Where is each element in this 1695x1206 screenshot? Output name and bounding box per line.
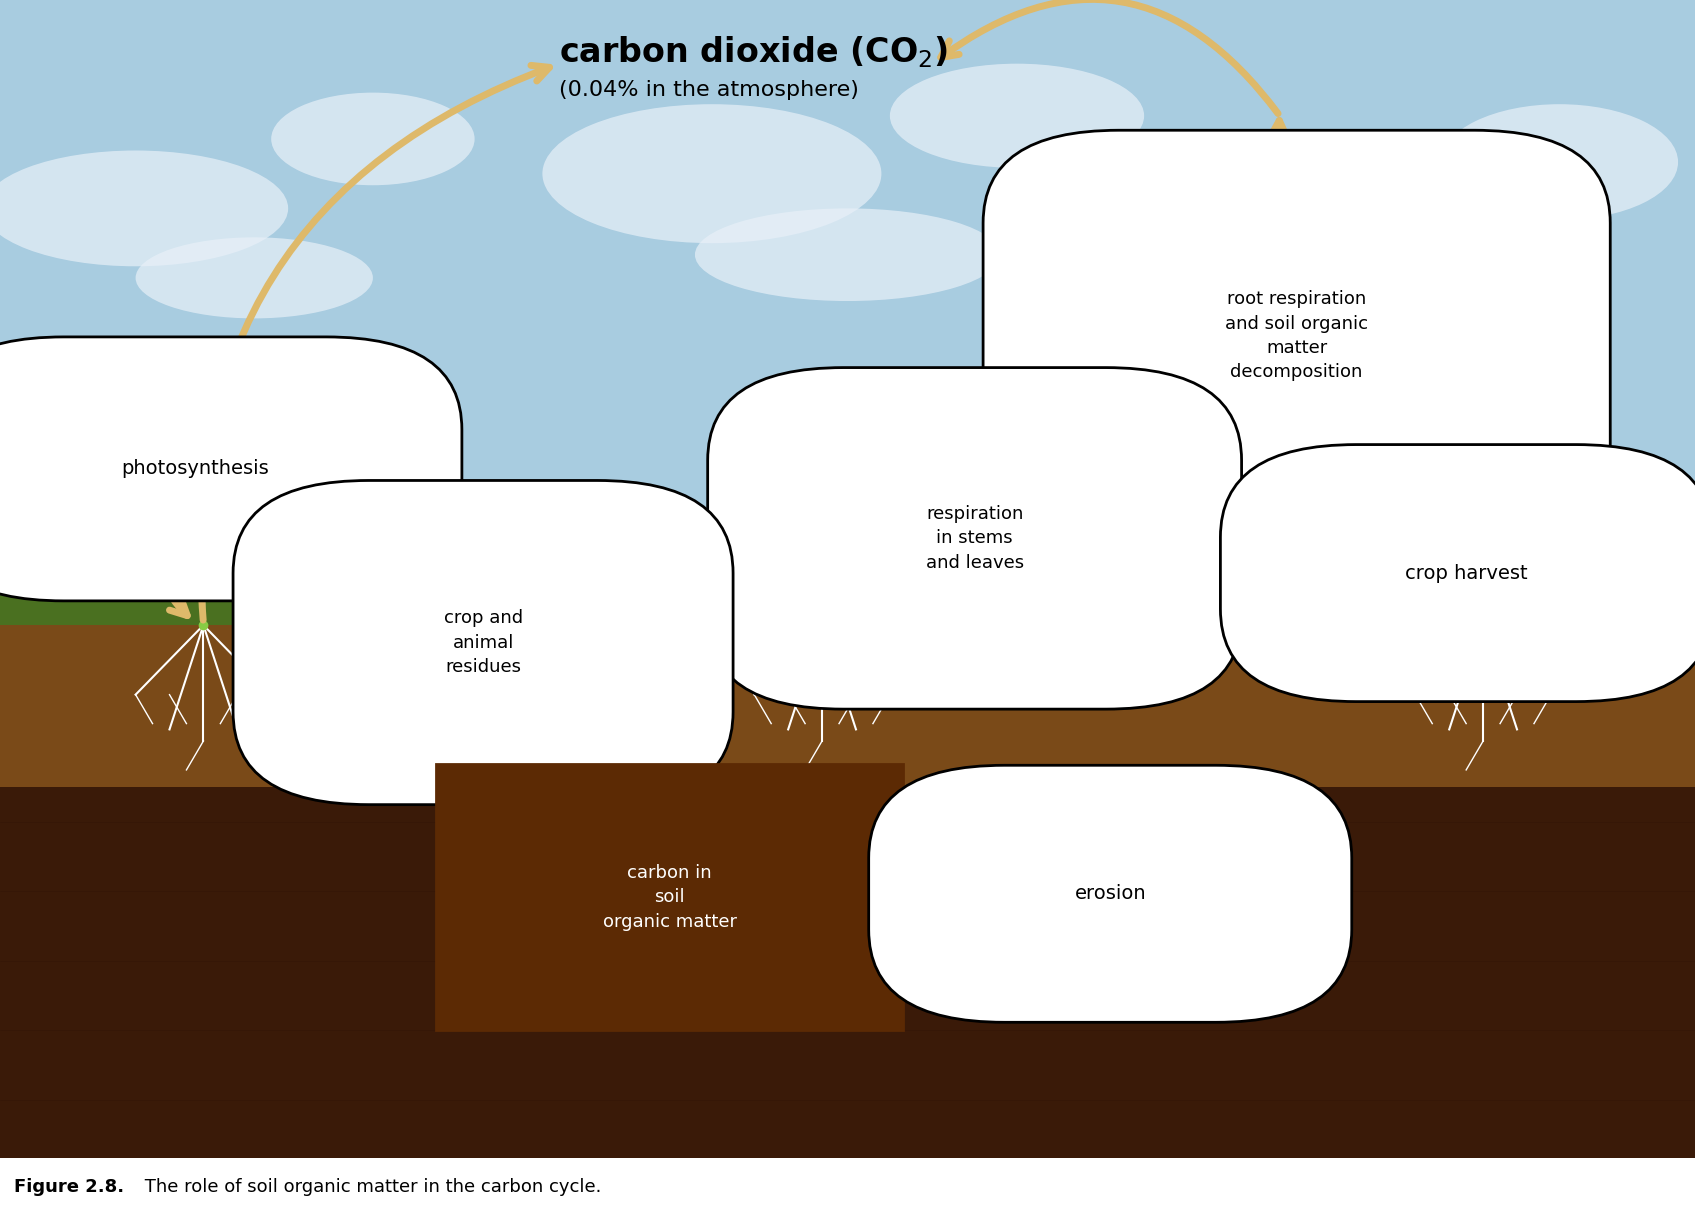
FancyBboxPatch shape — [707, 368, 1241, 709]
FancyBboxPatch shape — [0, 562, 1695, 625]
Ellipse shape — [542, 104, 881, 244]
Ellipse shape — [1441, 104, 1678, 219]
FancyBboxPatch shape — [0, 591, 593, 631]
FancyBboxPatch shape — [232, 480, 732, 804]
Ellipse shape — [737, 567, 788, 591]
Ellipse shape — [602, 529, 822, 605]
Ellipse shape — [890, 64, 1144, 168]
Text: crop harvest: crop harvest — [1405, 563, 1527, 582]
Text: carbon in
soil
organic matter: carbon in soil organic matter — [602, 863, 737, 931]
Ellipse shape — [271, 93, 475, 186]
Text: respiration
in stems
and leaves: respiration in stems and leaves — [925, 505, 1024, 572]
Text: crop and
animal
residues: crop and animal residues — [444, 609, 522, 675]
FancyBboxPatch shape — [0, 336, 461, 601]
Text: Figure 2.8.: Figure 2.8. — [14, 1178, 124, 1196]
Ellipse shape — [695, 209, 1000, 302]
Ellipse shape — [793, 538, 868, 585]
FancyBboxPatch shape — [0, 625, 1695, 788]
FancyBboxPatch shape — [0, 0, 1695, 625]
Ellipse shape — [1085, 133, 1458, 283]
Ellipse shape — [136, 238, 373, 318]
Text: (0.04% in the atmosphere): (0.04% in the atmosphere) — [559, 81, 859, 100]
Ellipse shape — [1017, 238, 1288, 318]
FancyBboxPatch shape — [0, 509, 1695, 625]
Ellipse shape — [656, 535, 734, 564]
FancyBboxPatch shape — [1220, 445, 1695, 702]
FancyBboxPatch shape — [437, 765, 902, 1030]
FancyBboxPatch shape — [870, 766, 1353, 1023]
FancyBboxPatch shape — [0, 788, 1695, 1158]
Ellipse shape — [0, 151, 288, 267]
FancyBboxPatch shape — [0, 596, 475, 625]
Text: erosion: erosion — [1075, 884, 1146, 903]
Text: The role of soil organic matter in the carbon cycle.: The role of soil organic matter in the c… — [139, 1178, 602, 1196]
Text: carbon dioxide (CO$_2$): carbon dioxide (CO$_2$) — [559, 34, 948, 70]
Text: photosynthesis: photosynthesis — [120, 459, 270, 479]
FancyBboxPatch shape — [0, 1094, 1695, 1181]
FancyBboxPatch shape — [983, 130, 1610, 541]
Text: root respiration
and soil organic
matter
decomposition: root respiration and soil organic matter… — [1225, 291, 1368, 381]
